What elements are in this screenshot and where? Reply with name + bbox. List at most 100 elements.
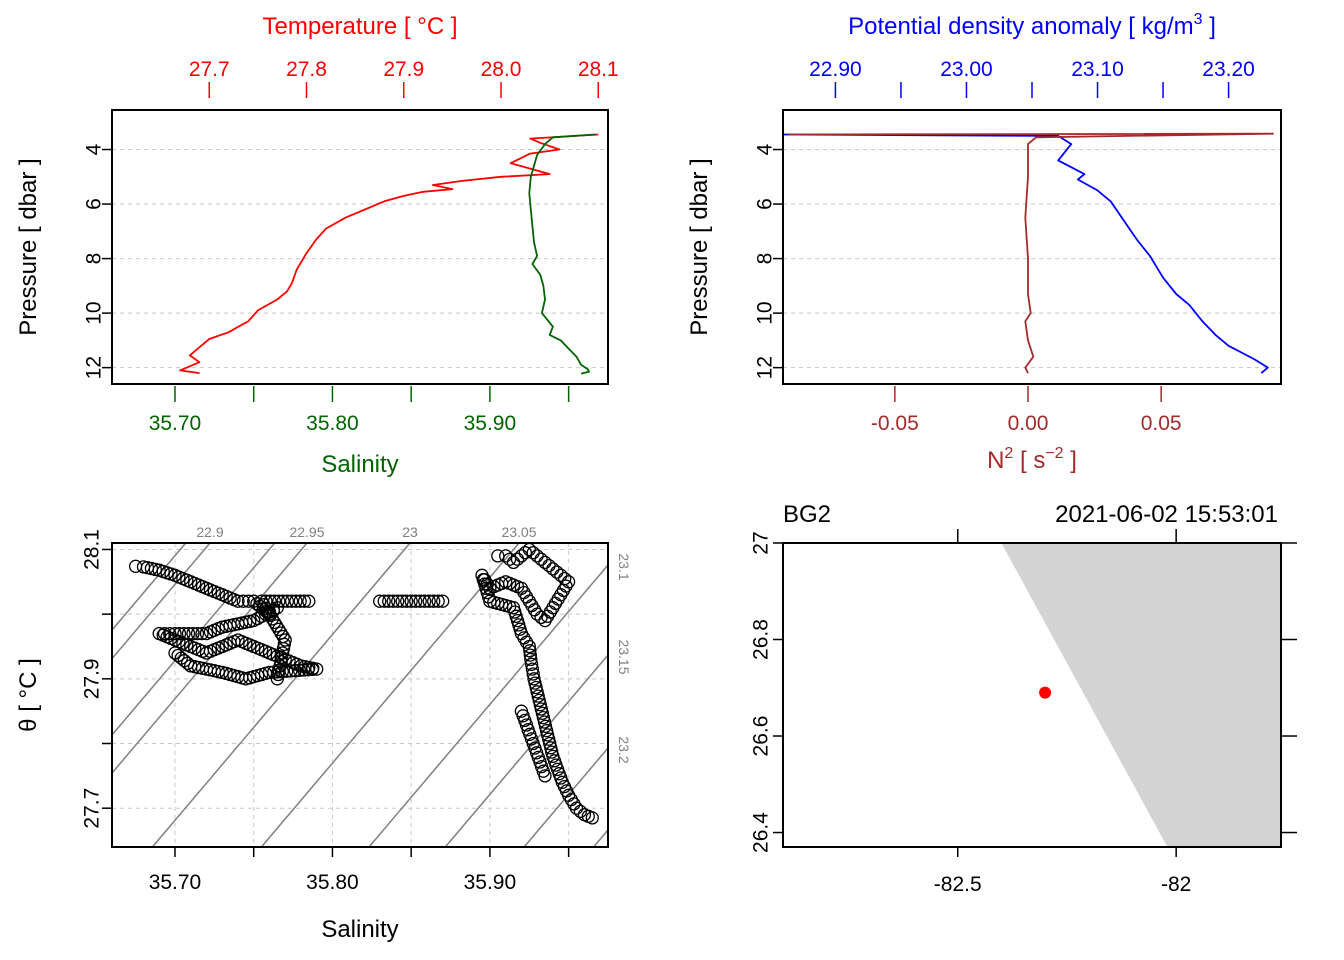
p3-point-deep-8 [554,568,568,582]
p3-point-near-surface-34-3 [386,594,400,608]
p3-point-near-surface-30-2 [272,663,286,677]
p3-isopycnal-label-top-1: 22.95 [289,524,324,540]
p1-top-tick-label-0: 27.7 [189,58,230,81]
p3-point-deep-36 [585,811,599,825]
p3-point-deep-2-1 [510,552,525,566]
p3-point-near-surface-31-3 [272,622,286,637]
p2-bottom-axis-title: N2 [ s−2 ] [987,445,1077,474]
p3-point-deep-34 [569,801,584,815]
p3-point-deep-38 [538,769,552,783]
p3-point-near-surface-32-5 [276,594,290,608]
p2-y-tick-label-4: 12 [754,356,777,379]
p3-isopycnal-line-7 [111,542,187,631]
p1-frame [111,109,609,385]
p3-point-near-surface-34-6 [400,594,414,608]
panel-station-map: -82.5 -82 26.4 26.6 26.8 27 BG2 2021-06-02 15… [750,501,1297,896]
p2-top-tick-label-4: 23.10 [1071,58,1124,81]
p3-point-near-surface-34-8 [409,594,423,608]
p3-point-near-surface-34-5 [395,594,409,608]
p3-point-near-surface-7 [231,594,245,608]
p4-y-tick-label-2: 26.8 [750,619,773,660]
p3-point-deep-6-1 [542,558,556,573]
p1-bottom-tick-label-2: 35.80 [306,412,359,435]
p2-y-tick-label-0: 4 [754,143,777,155]
p3-point-near-surface-31-7 [263,608,277,622]
p4-frame [782,542,1282,848]
p4-y-tick-label-3: 27 [750,531,773,554]
p3-point-near-surface-32-2 [263,594,277,608]
p3-point-deep-6 [538,555,552,570]
p3-y-tick-label-4: 28.1 [81,529,104,570]
p3-point-near-surface-24-5 [288,663,302,678]
p3-point-near-surface-35 [436,594,450,608]
p3-isopycnal-line-3 [260,542,520,848]
p3-point-near-surface-34-12 [427,594,441,608]
p3-point-near-surface-34-11 [422,594,436,608]
p3-point-near-surface-32 [254,594,269,608]
p3-point-near-surface-32-7 [284,594,299,608]
p3-point-near-surface-31-2 [274,626,288,640]
p3-point-near-surface-32-3 [267,594,282,608]
p4-land [1001,543,1281,847]
p3-point-near-surface-34-7 [404,594,418,608]
p3-point-deep-5-1 [534,552,548,566]
p3-point-near-surface-34 [373,594,387,608]
p3-point-deep-2 [506,555,521,570]
p4-y-tick-label-1: 26.6 [750,716,773,757]
p3-point-near-surface-13 [199,626,214,641]
p3-point-near-surface-31-8 [261,605,275,619]
p2-top-tick-label-6: 23.20 [1202,58,1255,81]
p1-y-tick-label-0: 4 [83,143,106,155]
p3-point-deep-0 [491,549,505,563]
p3-axes: 35.70 35.80 35.90 27.7 27.9 28.1 22.9 22.95 23 23… [81,524,633,894]
p3-point-near-surface-31-9 [259,601,273,615]
p3-isopycnal-label-right-0: 23.1 [616,553,632,580]
p1-bottom-tick-label-4: 35.90 [464,412,517,435]
p2-top-tick-label-2: 23.00 [940,58,993,81]
p3-point-deep-12-1 [534,610,548,625]
p3-point-deep-34-1 [573,804,588,819]
p3-point-deep-7-1 [550,565,564,579]
p3-point-deep-5 [530,549,544,563]
p1-top-axis-title: Temperature [ °C ] [263,13,458,40]
p3-frame [111,542,609,848]
p3-isopycnal-line-2 [151,542,411,848]
p3-point-deep-12 [538,613,552,628]
p2-y-tick-label-3: 10 [754,301,777,324]
p3-point-near-surface-13-3 [186,626,200,641]
p3-point-near-surface-34-2 [382,594,396,608]
p3-point-near-surface-34-13 [431,594,445,608]
p1-top-tick-label-3: 28.0 [481,58,522,81]
p3-point-near-surface-24-4 [292,663,307,677]
p3-point-near-surface-7-2 [241,594,256,608]
p3-point-near-surface-24-3 [297,663,311,677]
panel-density-profile: 4 6 8 10 12 22.90 23.00 23.10 23.20 -0.05 0.00 0.05… [686,11,1282,474]
p3-point-near-surface-30-6 [275,646,290,660]
p3-point-near-surface-24-1 [305,662,320,677]
p1-axes: 4 6 8 10 12 27.7 27.8 27.9 28.0 28.1 35.70 35.80 35.… [83,58,619,435]
p3-y-tick-label-2: 27.9 [81,658,104,699]
p2-y-tick-label-1: 6 [754,198,777,210]
p1-y-tick-label-4: 12 [83,356,106,379]
p3-point-near-surface-13-2 [190,626,205,641]
p1-series-salinity [528,133,596,375]
p1-y-tick-label-1: 6 [83,198,106,210]
p3-point-deep-23-1 [524,657,539,671]
p4-station-marker [1039,686,1052,699]
p3-x-axis-title: Salinity [321,916,398,943]
p3-point-near-surface-7-1 [236,594,250,608]
p3-x-tick-label-0: 35.70 [149,871,202,894]
p1-top-tick-label-2: 27.9 [383,58,424,81]
p1-top-tick-label-1: 27.8 [286,58,327,81]
p3-point-near-surface-31-4 [269,619,284,633]
p1-series [179,133,599,375]
p3-x-tick-label-4: 35.90 [464,871,517,894]
p1-grid [112,149,608,369]
p3-point-deep-1-1 [502,552,517,566]
p3-point-near-surface-31 [278,633,292,647]
p2-bottom-tick-label-1: 0.00 [1008,412,1049,435]
p3-isopycnal-label-right-1: 23.15 [616,639,632,674]
p3-point-near-surface-32-10 [297,594,312,608]
p3-point-near-surface-29 [168,646,182,660]
